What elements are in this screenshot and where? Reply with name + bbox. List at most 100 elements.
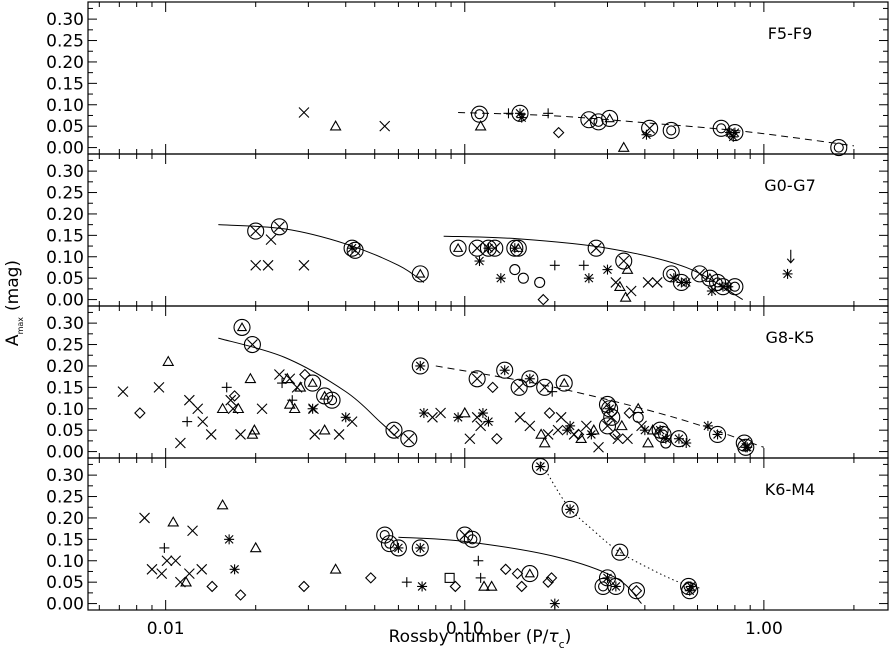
y-tick-label: 0.05 bbox=[46, 269, 84, 289]
y-axis-label: Amax(mag) bbox=[3, 260, 25, 346]
data-point bbox=[685, 581, 696, 592]
data-point bbox=[706, 286, 717, 297]
data-point bbox=[180, 576, 193, 587]
y-tick-label: 0.20 bbox=[46, 357, 84, 377]
y-tick-label: 0.15 bbox=[46, 226, 84, 246]
data-point bbox=[134, 407, 146, 419]
data-point bbox=[298, 580, 310, 593]
data-point bbox=[514, 411, 526, 423]
data-point bbox=[782, 268, 793, 279]
data-point bbox=[170, 555, 182, 567]
data-point bbox=[549, 598, 560, 609]
data-point bbox=[162, 355, 175, 366]
data-point bbox=[470, 105, 489, 123]
panel-label: G0-G7 bbox=[764, 176, 816, 195]
data-point bbox=[174, 437, 186, 449]
data-point bbox=[542, 576, 554, 588]
data-point bbox=[623, 407, 636, 419]
x-axis-ticks: 0.01 0.10 1.00 bbox=[147, 619, 783, 639]
data-point bbox=[613, 280, 626, 292]
data-point bbox=[221, 382, 232, 393]
data-point bbox=[249, 541, 262, 553]
data-point bbox=[728, 131, 739, 142]
y-tick-label: 0.00 bbox=[46, 291, 84, 311]
data-point bbox=[182, 416, 193, 427]
data-point bbox=[247, 222, 265, 240]
data-point bbox=[453, 412, 464, 423]
data-point bbox=[161, 555, 173, 567]
data-point bbox=[561, 500, 579, 518]
data-point bbox=[294, 381, 307, 392]
data-point bbox=[662, 121, 680, 140]
y-tick-label: 0.10 bbox=[46, 400, 84, 420]
y-tick-label: 0.15 bbox=[46, 530, 84, 550]
data-point bbox=[471, 411, 483, 423]
data-point bbox=[552, 424, 564, 436]
fit-curve-solid bbox=[398, 536, 642, 604]
data-point bbox=[159, 542, 170, 553]
data-point bbox=[474, 120, 487, 131]
data-point bbox=[536, 378, 554, 396]
data-point bbox=[225, 394, 237, 406]
data-point bbox=[287, 395, 298, 406]
data-point bbox=[575, 432, 588, 444]
data-point bbox=[346, 241, 364, 259]
data-point bbox=[298, 107, 310, 118]
fit-curve-dotted bbox=[540, 462, 702, 590]
y-tick-label: 0.20 bbox=[46, 205, 84, 225]
data-point bbox=[307, 403, 318, 414]
y-tick-label: 0.10 bbox=[46, 552, 84, 572]
data-point bbox=[491, 432, 503, 445]
y-tick-label: 0.25 bbox=[46, 488, 84, 508]
data-point bbox=[578, 260, 589, 271]
data-point bbox=[681, 582, 699, 600]
data-point bbox=[463, 530, 481, 548]
data-point bbox=[206, 580, 218, 593]
data-point bbox=[511, 567, 524, 580]
y-tick-label: 0.00 bbox=[46, 139, 84, 159]
y-tick-label: 0.20 bbox=[46, 53, 84, 73]
data-point bbox=[601, 109, 619, 128]
data-point bbox=[196, 563, 208, 575]
data-point bbox=[411, 539, 429, 557]
panel-label: F5-F9 bbox=[768, 24, 813, 43]
panel-label: K6-M4 bbox=[765, 480, 815, 499]
y-tick-label: 0.15 bbox=[46, 74, 84, 94]
data-point bbox=[486, 381, 499, 394]
fit-curve-dashed bbox=[458, 111, 854, 147]
data-point bbox=[538, 436, 551, 448]
data-point bbox=[234, 589, 247, 601]
data-point bbox=[545, 572, 558, 584]
x-tick-label: 0.01 bbox=[147, 619, 185, 639]
data-point bbox=[244, 372, 257, 384]
data-point bbox=[262, 259, 274, 271]
data-point bbox=[235, 429, 246, 440]
data-point bbox=[216, 498, 229, 510]
data-point bbox=[477, 408, 488, 419]
data-point bbox=[642, 436, 655, 448]
data-point bbox=[681, 438, 692, 449]
y-tick-label: 0.05 bbox=[46, 573, 84, 593]
y-tick-label: 0.15 bbox=[46, 378, 84, 398]
data-point bbox=[156, 568, 168, 579]
data-point bbox=[401, 577, 412, 588]
data-point bbox=[435, 407, 446, 419]
data-point bbox=[146, 563, 158, 575]
data-point bbox=[256, 403, 268, 415]
data-point bbox=[468, 370, 486, 388]
x-tick-label: 0.10 bbox=[446, 619, 484, 639]
data-point bbox=[632, 411, 644, 423]
data-point bbox=[427, 411, 438, 423]
data-point bbox=[641, 119, 659, 137]
data-point bbox=[603, 408, 621, 426]
data-point bbox=[273, 369, 285, 380]
data-point bbox=[478, 580, 490, 591]
panel-f5-f9: F5-F9 0.000.050.100.150.200.250.30 bbox=[46, 2, 888, 159]
data-point bbox=[587, 424, 600, 435]
data-point bbox=[737, 438, 755, 456]
data-point bbox=[228, 390, 241, 402]
data-point bbox=[535, 428, 548, 439]
data-point bbox=[304, 374, 322, 392]
data-point bbox=[622, 433, 633, 445]
